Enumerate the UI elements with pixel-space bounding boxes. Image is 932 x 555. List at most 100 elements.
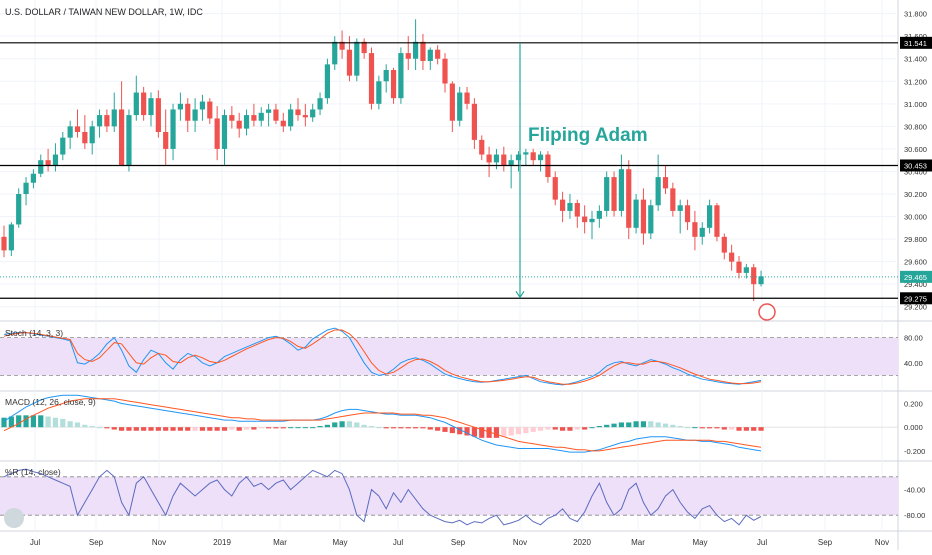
macd-histogram-bar xyxy=(67,421,73,428)
candle-body xyxy=(596,210,602,219)
macd-histogram-bar xyxy=(258,427,264,429)
candle-body xyxy=(339,41,345,50)
price-tick-label: 31.800 xyxy=(904,10,927,19)
macd-histogram-bar xyxy=(16,415,22,428)
candle-body xyxy=(751,267,757,285)
macd-histogram-bar xyxy=(163,427,169,431)
candle-body xyxy=(707,205,713,228)
candle-body xyxy=(52,154,59,166)
candle-body xyxy=(163,132,169,149)
candle-body xyxy=(618,169,624,211)
candle-body xyxy=(633,199,639,228)
candle-body xyxy=(471,103,477,140)
stoch-pane: Stoch (14, 3, 3) xyxy=(3,327,762,386)
candle-body xyxy=(743,267,749,273)
macd-histogram-bar xyxy=(707,427,713,429)
candle-body xyxy=(427,49,433,61)
price-tick-label: 29.200 xyxy=(904,303,927,312)
macd-histogram-bar xyxy=(361,424,367,428)
macd-histogram-bar xyxy=(52,417,59,428)
macd-histogram-bar xyxy=(317,426,323,428)
macd-histogram-bar xyxy=(214,427,220,431)
candle-body xyxy=(302,115,308,118)
candle-body xyxy=(332,41,338,65)
chart-title: U.S. DOLLAR / TAIWAN NEW DOLLAR, 1W, IDC xyxy=(5,7,203,17)
candle-body xyxy=(457,92,463,121)
arrow-head-icon xyxy=(515,290,525,299)
macd-histogram-bar xyxy=(758,427,764,431)
indicator-band xyxy=(0,476,898,516)
candle-body xyxy=(729,252,735,262)
macd-histogram-bar xyxy=(302,427,308,429)
price-tick-label: 30.800 xyxy=(904,122,927,131)
level-price-label: 29.275 xyxy=(904,294,927,303)
macd-histogram-bar xyxy=(714,427,720,429)
macd-histogram-bar xyxy=(280,427,286,429)
candle-body xyxy=(567,203,573,211)
macd-histogram-bar xyxy=(699,427,705,429)
macd-histogram-bar xyxy=(508,427,514,436)
macd-histogram-bar xyxy=(155,427,161,431)
macd-histogram-bar xyxy=(288,427,294,429)
candle-body xyxy=(368,53,375,104)
candle-body xyxy=(295,109,301,116)
macd-histogram-bar xyxy=(354,422,360,428)
stoch-series-line xyxy=(3,327,762,386)
macd-histogram-bar xyxy=(383,427,389,429)
candle-body xyxy=(486,154,492,163)
macd-histogram-bar xyxy=(133,427,139,431)
price-tick-label: 31.400 xyxy=(904,55,927,64)
candle-body xyxy=(390,70,397,99)
time-axis: Jul Sep Nov 2019 Mar May Jul Sep Nov 2020 Mar May Ju… xyxy=(30,538,889,547)
candle-body xyxy=(420,41,426,61)
macd-histogram-bar xyxy=(582,427,588,430)
candle-body xyxy=(758,276,764,285)
annotation-label: Fliping Adam xyxy=(528,125,648,146)
macd-histogram-bar xyxy=(60,418,66,428)
macd-histogram-bar xyxy=(464,427,470,436)
macd-histogram-bar xyxy=(501,427,507,437)
macd-histogram-bar xyxy=(346,421,353,428)
brand-logo-icon xyxy=(4,508,24,528)
candle-body xyxy=(398,53,404,99)
level-price-badge xyxy=(900,36,932,49)
price-tick-label: 30.000 xyxy=(904,213,927,222)
candle-body xyxy=(552,177,558,200)
candle-body xyxy=(354,41,360,76)
candle-body xyxy=(736,261,742,273)
macd-histogram-bar xyxy=(126,427,132,431)
candle-body xyxy=(30,173,36,183)
indicator-title: MACD (12, 26, close, 9) xyxy=(5,397,96,407)
macd-histogram-bar xyxy=(670,424,676,428)
candle-body xyxy=(317,98,323,110)
macd-histogram-bar xyxy=(493,427,500,438)
time-tick-label: Nov xyxy=(152,538,166,547)
macd-histogram-bar xyxy=(148,427,154,431)
candle-body xyxy=(67,126,73,138)
indicator-bands xyxy=(0,337,898,516)
candle-body xyxy=(670,188,676,211)
candle-body xyxy=(383,70,389,82)
time-tick-label: Jul xyxy=(30,538,40,547)
candle-body xyxy=(523,152,529,155)
candle-body xyxy=(82,132,88,144)
macd-histogram-bar xyxy=(229,427,235,430)
macd-series-line xyxy=(3,398,762,452)
price-axis: 31.800 31.600 31.400 31.200 31.000 30.800 30.6… xyxy=(900,10,932,520)
candle-body xyxy=(266,109,272,113)
candle-body xyxy=(8,224,14,251)
macd-histogram-bar xyxy=(111,427,117,430)
candle-body xyxy=(207,101,213,119)
macd-series-line xyxy=(3,394,762,453)
macd-histogram-bar xyxy=(449,427,455,434)
macd-histogram-bar xyxy=(471,427,477,437)
macd-histogram-bar xyxy=(729,427,735,430)
williams-r-pane: %R (14, close) xyxy=(3,467,762,526)
candle-body xyxy=(258,112,264,121)
time-tick-label: Sep xyxy=(818,538,833,547)
macd-histogram-bar xyxy=(1,417,7,428)
macd-histogram-bar xyxy=(479,427,485,438)
macd-histogram-bar xyxy=(486,427,492,438)
indicator-tick-label: 40.00 xyxy=(904,359,923,368)
